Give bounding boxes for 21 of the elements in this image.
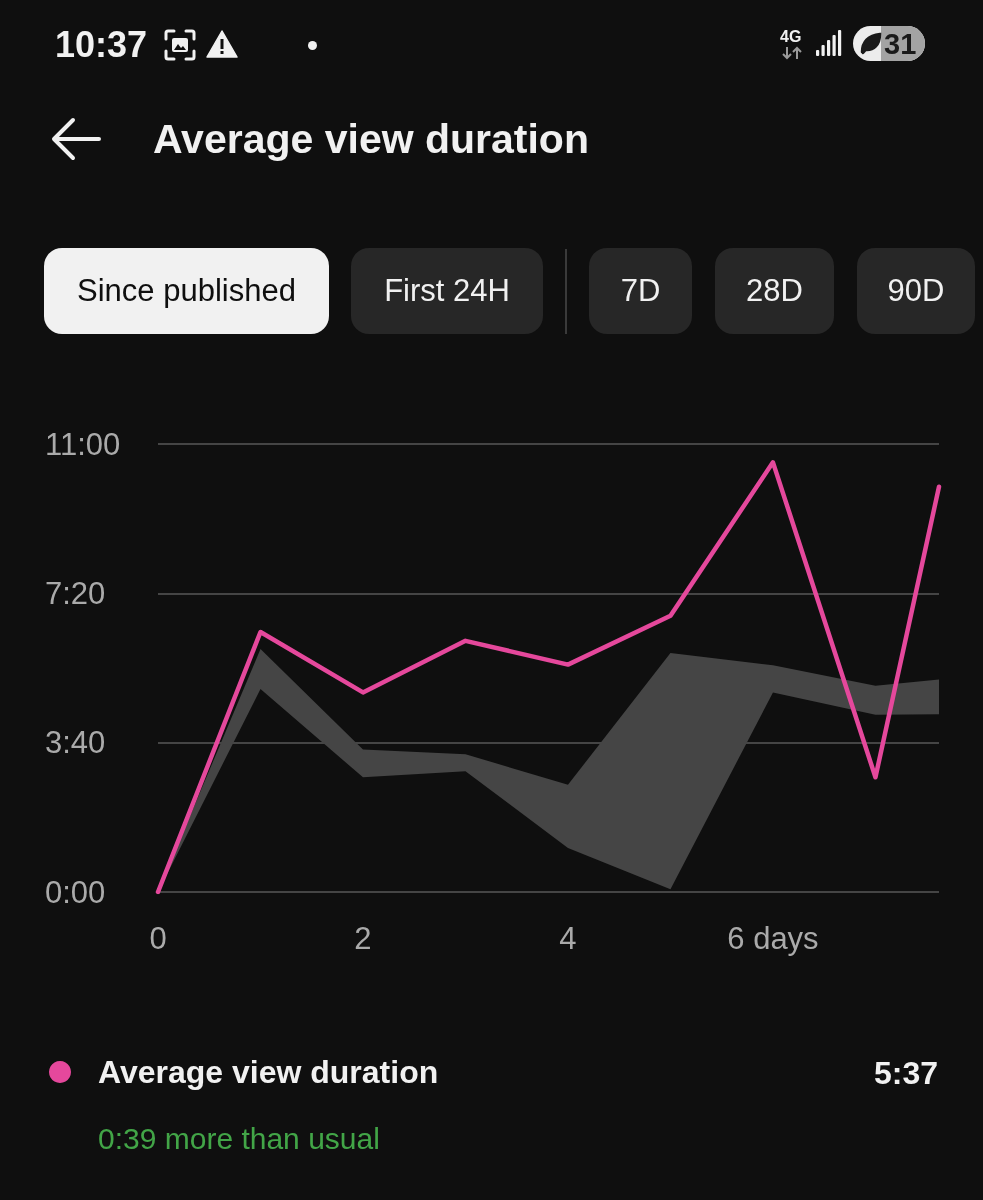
legend-label: Average view duration — [98, 1054, 439, 1090]
x-tick-label: 4 — [559, 921, 577, 956]
y-tick-label: 7:20 — [45, 575, 106, 611]
y-tick-label: 11:00 — [45, 426, 121, 462]
x-tick-label: 6 days — [727, 921, 819, 956]
x-tick-label: 0 — [149, 921, 167, 956]
text: 31 — [884, 27, 917, 61]
text: 5:37 — [873, 1055, 938, 1091]
line-series — [155, 460, 942, 895]
text: First 24H — [351, 248, 543, 334]
y-tick-label: 3:40 — [45, 725, 106, 761]
text: 7D — [589, 248, 692, 334]
text: Since published — [44, 248, 329, 334]
y-tick-label: 0:00 — [45, 874, 106, 910]
text: 10:37 — [55, 24, 148, 65]
text: 90D — [857, 248, 975, 334]
text: 28D — [715, 248, 834, 334]
text: 0:39 more than usual — [98, 1121, 380, 1157]
text: 4G — [780, 28, 802, 46]
x-tick-label: 2 — [354, 921, 372, 956]
chart-title: Average view duration — [153, 116, 589, 162]
